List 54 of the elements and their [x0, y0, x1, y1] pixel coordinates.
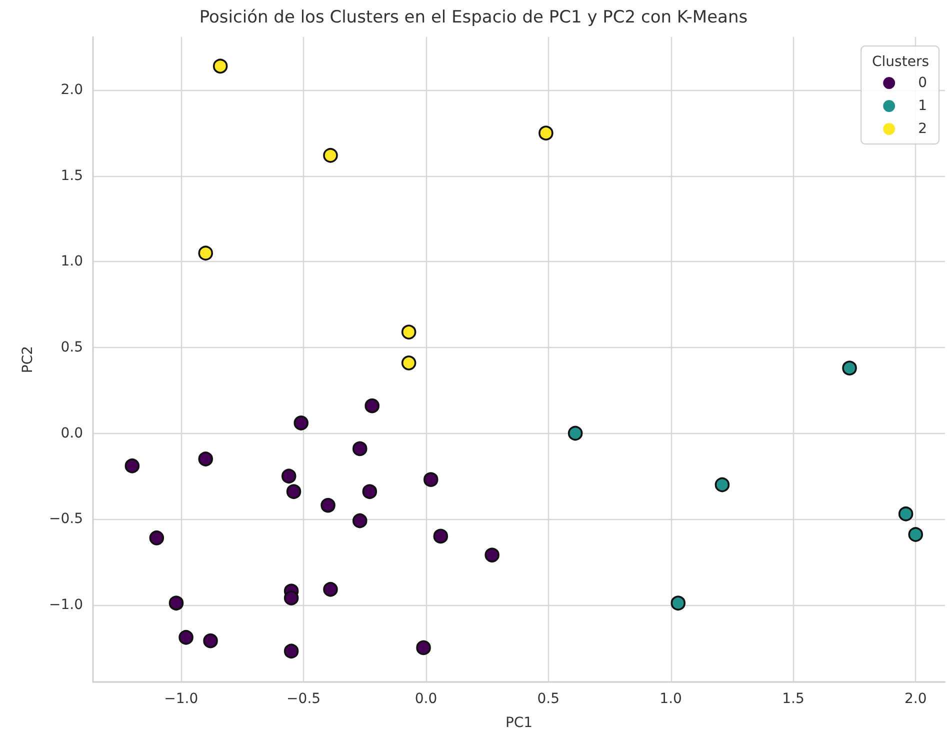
legend-title: Clusters [872, 54, 929, 70]
point [149, 530, 164, 546]
y-tick-label: 0.5 [60, 339, 83, 356]
point [352, 441, 368, 456]
point [842, 360, 857, 376]
point [401, 324, 416, 340]
x-tick-label: −1.0 [164, 691, 198, 707]
point [484, 548, 500, 562]
y-axis-title: PC2 [20, 346, 36, 374]
x-tick-label: 0.0 [414, 691, 438, 707]
point [323, 148, 338, 163]
point [670, 596, 686, 610]
point [352, 513, 368, 528]
x-axis-title: PC1 [505, 715, 533, 731]
x-tick-label: 2.0 [904, 691, 927, 707]
point [423, 472, 438, 487]
point [401, 356, 416, 370]
legend-label: 2 [918, 121, 928, 137]
point [364, 398, 380, 414]
legend-label: 0 [918, 75, 928, 91]
x-tick-label: −0.5 [286, 691, 321, 707]
point [294, 416, 309, 430]
y-tick-label: 1.5 [60, 168, 83, 184]
point [124, 458, 140, 474]
point [433, 528, 448, 544]
point [538, 126, 554, 140]
point [898, 506, 914, 522]
point [212, 58, 228, 74]
point [323, 582, 338, 597]
x-tick-label: 1.5 [782, 691, 804, 707]
point [416, 640, 431, 656]
point [178, 630, 194, 645]
point [286, 484, 302, 499]
point [203, 633, 218, 648]
point [198, 452, 214, 466]
point [168, 596, 184, 610]
y-tick-label: −0.5 [49, 511, 83, 528]
x-tick-label: 1.0 [660, 691, 682, 707]
point [714, 477, 730, 492]
x-tick-label: 0.5 [537, 691, 560, 707]
point [284, 644, 299, 659]
point [284, 590, 299, 606]
legend-label: 1 [918, 98, 928, 114]
point [908, 527, 924, 542]
point [362, 484, 378, 499]
point [281, 468, 296, 484]
y-tick-label: 1.0 [60, 254, 83, 270]
y-tick-label: −1.0 [49, 596, 83, 613]
point [198, 246, 214, 261]
y-tick-label: 2.0 [60, 82, 83, 98]
chart-title: Posición de los Clusters en el Espacio de PC1 y PC2 con K-Means [199, 8, 748, 28]
y-tick-label: 0.0 [60, 425, 83, 442]
point [320, 498, 336, 513]
point [568, 426, 583, 441]
